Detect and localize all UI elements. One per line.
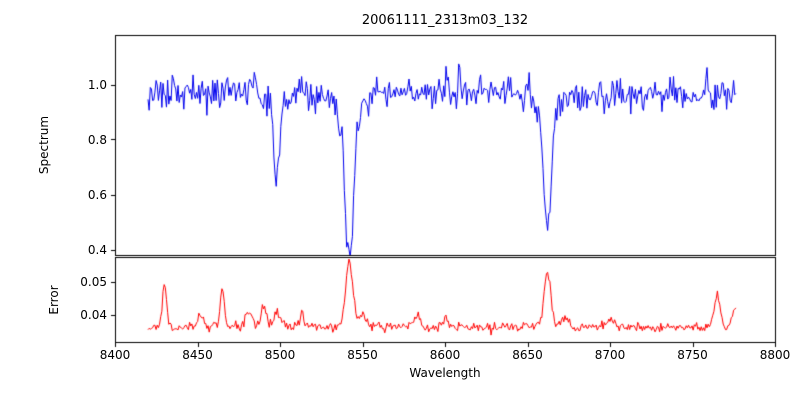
x-axis-label: Wavelength xyxy=(409,366,481,380)
y-tick-label: 1.0 xyxy=(87,77,107,92)
x-tick-label: 8600 xyxy=(429,348,461,362)
plot-title: 20061111_2313m03_132 xyxy=(361,13,529,28)
x-tick-label: 8800 xyxy=(759,348,791,362)
y-axis-label-error: Error xyxy=(47,285,61,315)
y-tick-label: 0.6 xyxy=(87,187,107,202)
y-tick-label: 0.4 xyxy=(87,242,107,257)
x-tick-label: 8700 xyxy=(594,348,626,362)
x-tick-label: 8450 xyxy=(182,348,213,362)
y-tick-label: 0.8 xyxy=(87,132,107,147)
x-tick-label: 8650 xyxy=(512,348,543,362)
y-tick-label: 0.05 xyxy=(80,275,107,289)
x-tick-label: 8500 xyxy=(264,348,296,362)
y-tick-label: 0.04 xyxy=(80,308,107,323)
x-tick-label: 8400 xyxy=(99,348,131,362)
x-tick-label: 8750 xyxy=(677,348,708,362)
x-tick-label: 8550 xyxy=(347,348,378,362)
